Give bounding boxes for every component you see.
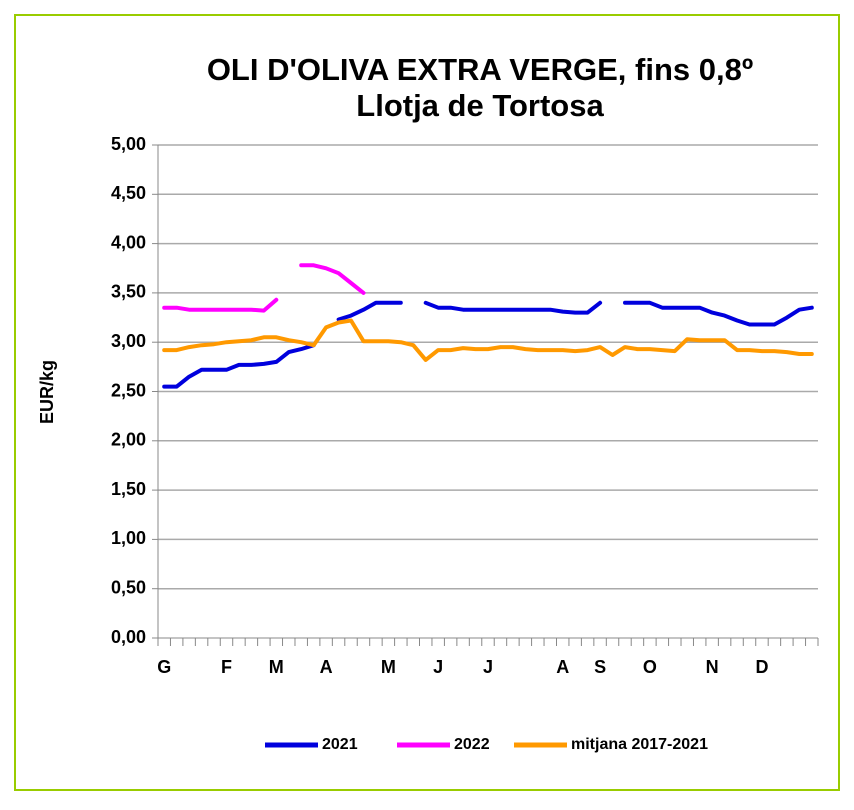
y-tick-label: 3,00 — [111, 331, 146, 351]
x-tick-label: A — [320, 657, 333, 677]
x-tick-label: A — [556, 657, 569, 677]
x-tick-label: J — [483, 657, 493, 677]
series-line — [162, 300, 814, 389]
chart-frame — [14, 14, 840, 791]
x-tick-label: F — [221, 657, 232, 677]
y-tick-label: 0,00 — [111, 627, 146, 647]
y-tick-label: 4,00 — [111, 232, 146, 252]
x-tick-label: D — [755, 657, 768, 677]
chart-title: OLI D'OLIVA EXTRA VERGE, fins 0,8º — [207, 52, 753, 87]
x-tick-label: N — [706, 657, 719, 677]
y-axis-label: EUR/kg — [37, 360, 57, 424]
legend-label: 2021 — [322, 736, 358, 753]
y-tick-label: 1,00 — [111, 528, 146, 548]
x-tick-label: J — [433, 657, 443, 677]
chart-subtitle: Llotja de Tortosa — [356, 88, 604, 123]
x-tick-label: M — [269, 657, 284, 677]
x-tick-label: S — [594, 657, 606, 677]
y-tick-label: 1,50 — [111, 479, 146, 499]
series-line — [162, 263, 366, 313]
legend-label: 2022 — [454, 736, 490, 753]
y-tick-label: 4,50 — [111, 183, 146, 203]
series-line — [162, 318, 814, 362]
y-tick-label: 3,50 — [111, 282, 146, 302]
x-tick-label: M — [381, 657, 396, 677]
legend-label: mitjana 2017-2021 — [571, 736, 708, 753]
x-tick-label: O — [643, 657, 657, 677]
y-tick-label: 5,00 — [111, 134, 146, 154]
y-tick-label: 0,50 — [111, 577, 146, 597]
x-tick-label: G — [157, 657, 171, 677]
y-tick-label: 2,50 — [111, 380, 146, 400]
y-tick-label: 2,00 — [111, 430, 146, 450]
